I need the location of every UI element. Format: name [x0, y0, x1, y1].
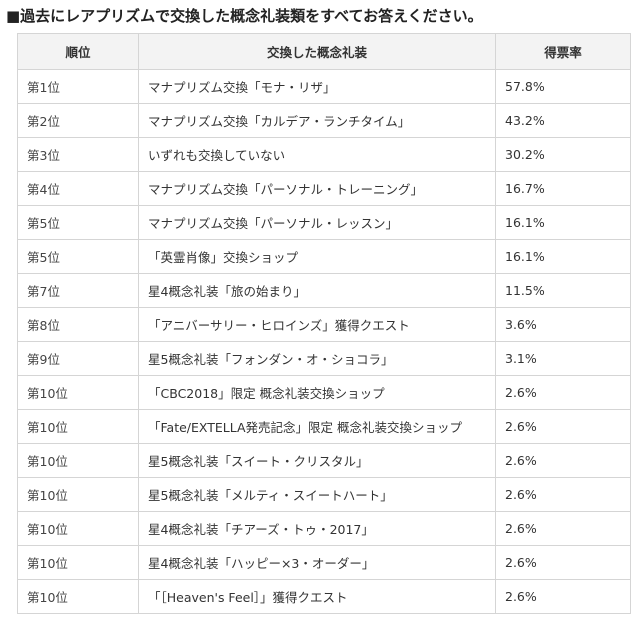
rank-cell: 第8位 [17, 307, 139, 342]
table-row: 第9位 星5概念礼装「フォンダン・オ・ショコラ」 3.1% [17, 341, 631, 376]
item-cell: 「CBC2018」限定 概念礼装交換ショップ [138, 375, 496, 410]
column-header-rank: 順位 [17, 33, 139, 70]
rate-cell: 3.1% [495, 341, 631, 376]
rate-cell: 2.6% [495, 375, 631, 410]
column-header-item: 交換した概念礼装 [138, 33, 496, 70]
item-cell: マナプリズム交換「モナ・リザ」 [138, 69, 496, 104]
table-row: 第10位 星4概念礼装「チアーズ・トゥ・2017」 2.6% [17, 511, 631, 546]
ranking-table-body: 第1位 マナプリズム交換「モナ・リザ」 57.8% 第2位 マナプリズム交換「カルデア・… [17, 69, 631, 614]
rank-cell: 第9位 [17, 341, 139, 376]
table-row: 第2位 マナプリズム交換「カルデア・ランチタイム」 43.2% [17, 103, 631, 138]
item-cell: 「アニバーサリー・ヒロインズ」獲得クエスト [138, 307, 496, 342]
table-row: 第10位 「［Heaven's Feel］」獲得クエスト 2.6% [17, 579, 631, 614]
ranking-table: 順位 交換した概念礼装 得票率 第1位 マナプリズム交換「モナ・リザ」 57.8% 第… [17, 33, 631, 614]
rate-cell: 3.6% [495, 307, 631, 342]
item-cell: 星4概念礼装「チアーズ・トゥ・2017」 [138, 511, 496, 546]
rate-cell: 16.1% [495, 239, 631, 274]
rate-cell: 11.5% [495, 273, 631, 308]
table-row: 第7位 星4概念礼装「旅の始まり」 11.5% [17, 273, 631, 308]
rank-cell: 第7位 [17, 273, 139, 308]
rank-cell: 第1位 [17, 69, 139, 104]
column-header-rate: 得票率 [495, 33, 631, 70]
rate-cell: 2.6% [495, 477, 631, 512]
table-row: 第5位 マナプリズム交換「パーソナル・レッスン」 16.1% [17, 205, 631, 240]
rank-cell: 第10位 [17, 545, 139, 580]
item-cell: 「［Heaven's Feel］」獲得クエスト [138, 579, 496, 614]
rate-cell: 16.7% [495, 171, 631, 206]
item-cell: 「Fate/EXTELLA発売記念」限定 概念礼装交換ショップ [138, 409, 496, 444]
rank-cell: 第5位 [17, 205, 139, 240]
rank-cell: 第3位 [17, 137, 139, 172]
table-row: 第10位 星5概念礼装「メルティ・スイートハート」 2.6% [17, 477, 631, 512]
rate-cell: 2.6% [495, 409, 631, 444]
rank-cell: 第10位 [17, 409, 139, 444]
rank-cell: 第2位 [17, 103, 139, 138]
rate-cell: 16.1% [495, 205, 631, 240]
table-row: 第3位 いずれも交換していない 30.2% [17, 137, 631, 172]
table-row: 第10位 星5概念礼装「スイート・クリスタル」 2.6% [17, 443, 631, 478]
item-cell: 星5概念礼装「メルティ・スイートハート」 [138, 477, 496, 512]
item-cell: 星5概念礼装「フォンダン・オ・ショコラ」 [138, 341, 496, 376]
rate-cell: 2.6% [495, 511, 631, 546]
item-cell: マナプリズム交換「パーソナル・トレーニング」 [138, 171, 496, 206]
item-cell: 星4概念礼装「旅の始まり」 [138, 273, 496, 308]
rate-cell: 2.6% [495, 443, 631, 478]
table-header-row: 順位 交換した概念礼装 得票率 [17, 33, 631, 70]
rate-cell: 2.6% [495, 579, 631, 614]
rank-cell: 第4位 [17, 171, 139, 206]
table-row: 第10位 星4概念礼装「ハッピー×3・オーダー」 2.6% [17, 545, 631, 580]
table-row: 第10位 「Fate/EXTELLA発売記念」限定 概念礼装交換ショップ 2.6% [17, 409, 631, 444]
item-cell: 「英霊肖像」交換ショップ [138, 239, 496, 274]
item-cell: 星4概念礼装「ハッピー×3・オーダー」 [138, 545, 496, 580]
item-cell: 星5概念礼装「スイート・クリスタル」 [138, 443, 496, 478]
table-row: 第1位 マナプリズム交換「モナ・リザ」 57.8% [17, 69, 631, 104]
table-row: 第10位 「CBC2018」限定 概念礼装交換ショップ 2.6% [17, 375, 631, 410]
rate-cell: 2.6% [495, 545, 631, 580]
rank-cell: 第10位 [17, 511, 139, 546]
rate-cell: 57.8% [495, 69, 631, 104]
rank-cell: 第10位 [17, 579, 139, 614]
rate-cell: 30.2% [495, 137, 631, 172]
item-cell: マナプリズム交換「パーソナル・レッスン」 [138, 205, 496, 240]
item-cell: いずれも交換していない [138, 137, 496, 172]
rank-cell: 第10位 [17, 375, 139, 410]
rank-cell: 第10位 [17, 443, 139, 478]
table-row: 第8位 「アニバーサリー・ヒロインズ」獲得クエスト 3.6% [17, 307, 631, 342]
table-row: 第5位 「英霊肖像」交換ショップ 16.1% [17, 239, 631, 274]
rank-cell: 第5位 [17, 239, 139, 274]
survey-question-heading: ■過去にレアプリズムで交換した概念礼装類をすべてお答えください。 [6, 7, 483, 25]
rank-cell: 第10位 [17, 477, 139, 512]
item-cell: マナプリズム交換「カルデア・ランチタイム」 [138, 103, 496, 138]
table-row: 第4位 マナプリズム交換「パーソナル・トレーニング」 16.7% [17, 171, 631, 206]
rate-cell: 43.2% [495, 103, 631, 138]
